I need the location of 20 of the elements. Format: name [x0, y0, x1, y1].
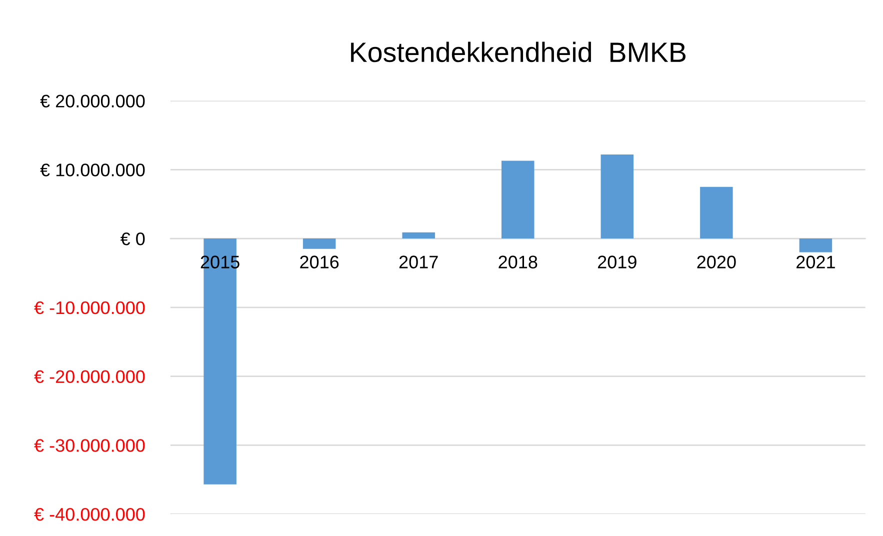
- y-tick-label: € 20.000.000: [40, 94, 145, 108]
- y-tick-label: € -30.000.000: [34, 439, 145, 452]
- y-tick-label: € 0: [120, 232, 145, 246]
- x-tick-label: 2019: [598, 256, 636, 268]
- x-tick-label: 2021: [796, 256, 835, 268]
- bar: [302, 238, 336, 249]
- x-tick-label: 2020: [697, 256, 736, 268]
- chart-title: Kostendekkendheid BMKB: [351, 42, 686, 62]
- x-tick-label: 2017: [399, 256, 438, 268]
- y-tick-label: € 10.000.000: [40, 164, 145, 176]
- y-tick-label: € -40.000.000: [34, 508, 145, 521]
- bar: [402, 232, 435, 239]
- bar: [600, 154, 634, 239]
- x-tick-label: 2016: [300, 256, 339, 268]
- bar: [502, 160, 534, 239]
- y-tick-label: € -20.000.000: [34, 370, 145, 383]
- bar: [799, 238, 832, 252]
- bar: [700, 186, 733, 239]
- x-tick-label: 2018: [498, 256, 538, 268]
- y-tick-label: € -10.000.000: [34, 301, 145, 314]
